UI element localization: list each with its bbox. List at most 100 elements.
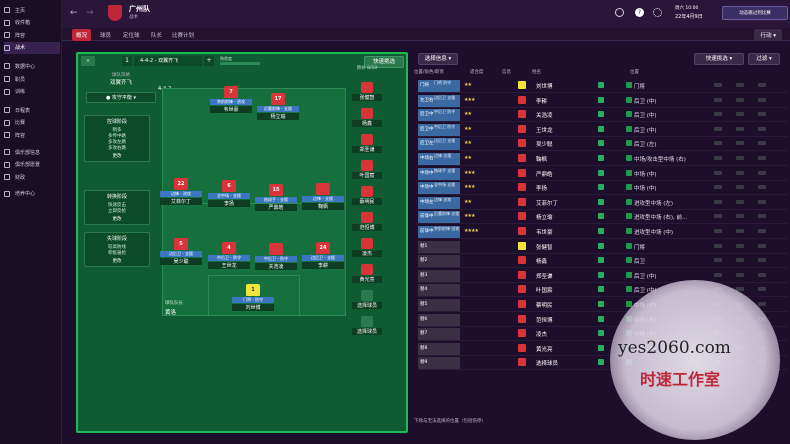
formation-select[interactable]: 4-4-2 - 双翼齐飞 bbox=[134, 56, 202, 66]
sidebar-item[interactable]: 财政 bbox=[4, 171, 60, 183]
player-role[interactable]: 边后卫 - 支援 bbox=[302, 255, 344, 261]
sub-slot[interactable]: 杨鑫 bbox=[352, 108, 382, 127]
sidebar-item[interactable]: 比赛 bbox=[4, 117, 60, 129]
tactic-card[interactable]: 失球阶段 较高防线 积极逼抢 更改 bbox=[84, 232, 150, 267]
row-position[interactable]: 替1 bbox=[418, 240, 460, 253]
quick-pick-button[interactable]: 快速挑选 bbox=[364, 56, 404, 68]
sidebar-item[interactable]: 阵容 bbox=[4, 129, 60, 141]
player-marker[interactable]: 15 拖球手 - 支援 严鼎皓 bbox=[255, 184, 297, 211]
row-player-name[interactable]: 韦世豪 bbox=[536, 230, 553, 236]
tactic-card-change[interactable]: 更改 bbox=[112, 154, 122, 159]
col-pos[interactable]: 位置 bbox=[630, 70, 639, 75]
select-info-button[interactable]: 选择信息 ▾ bbox=[418, 53, 458, 65]
sub-name[interactable]: 叶国宸 bbox=[352, 172, 382, 179]
row-position[interactable]: 前锋中 bbox=[418, 211, 460, 224]
row-player-name[interactable]: 关浩凌 bbox=[536, 113, 553, 120]
filter-button[interactable]: 过滤 ▾ bbox=[748, 53, 780, 65]
table-quick-pick-button[interactable]: 快速挑选 ▾ bbox=[694, 53, 744, 65]
table-row[interactable]: 后卫中 中后卫 防守 ★★ 关浩凌 后卫 (中) bbox=[418, 108, 788, 123]
sub-slot[interactable]: 郑圣谦 bbox=[352, 134, 382, 153]
gear-icon[interactable] bbox=[615, 8, 624, 17]
captain-name[interactable]: 黄洛 bbox=[165, 310, 177, 316]
player-name[interactable]: 王世龙 bbox=[208, 262, 250, 269]
player-role[interactable]: 门将 - 防守 bbox=[232, 297, 274, 303]
player-name[interactable]: 严鼎皓 bbox=[255, 204, 297, 211]
row-player-name[interactable]: 选择球员 bbox=[536, 361, 559, 368]
player-role[interactable]: 拖球手 - 支援 bbox=[255, 197, 297, 203]
row-player-name[interactable]: 李扬 bbox=[536, 186, 548, 193]
player-marker[interactable]: 17 后腰前锋 - 支援 杨立瑜 bbox=[257, 93, 299, 120]
sidebar-item[interactable]: 职员 bbox=[4, 73, 60, 85]
row-position[interactable]: 替6 bbox=[418, 313, 460, 326]
table-row[interactable]: 前锋中 后腰前锋 支援 ★★★ 杨立瑜 进攻型中场 (右), 前... bbox=[418, 210, 788, 225]
player-name[interactable]: 刘世博 bbox=[232, 304, 274, 311]
row-player-name[interactable]: 黄光亮 bbox=[536, 346, 553, 353]
action-button[interactable]: 行动 ▾ bbox=[754, 29, 782, 41]
row-player-name[interactable]: 鞠枫 bbox=[536, 157, 548, 163]
player-name[interactable]: 艾菲尔丁 bbox=[160, 198, 202, 205]
col-name[interactable]: 姓名 bbox=[532, 70, 541, 75]
sidebar-item[interactable]: 战术 bbox=[4, 41, 60, 54]
row-player-name[interactable]: 郑圣谦 bbox=[536, 273, 553, 280]
tab-2[interactable]: 定位球 bbox=[123, 33, 140, 39]
tab-4[interactable]: 比赛计划 bbox=[172, 33, 195, 39]
player-marker[interactable]: 6 全中场 - 支援 李扬 bbox=[208, 180, 250, 207]
sub-name[interactable]: 郑圣谦 bbox=[352, 146, 382, 153]
table-row[interactable]: 替3 郑圣谦 后卫 (中) bbox=[418, 269, 788, 283]
row-position[interactable]: 中场左 bbox=[418, 196, 460, 209]
sidebar-item[interactable]: 数据中心 bbox=[4, 60, 60, 72]
sub-name[interactable]: 蔡明民 bbox=[352, 198, 382, 205]
table-row[interactable]: 中场左 边锋 进攻 ★★ 艾菲尔丁 进攻型中场 (左) bbox=[418, 196, 788, 210]
row-player-name[interactable]: 李耕 bbox=[536, 98, 548, 105]
sidebar-item[interactable]: 日程表 bbox=[4, 104, 60, 116]
forward-icon[interactable]: → bbox=[86, 8, 94, 18]
table-row[interactable]: 中场中 全中场 支援 ★★★ 李扬 中场 (中) bbox=[418, 181, 788, 196]
row-player-name[interactable]: 蔡明民 bbox=[536, 303, 553, 309]
sub-name[interactable]: 黄光亮 bbox=[352, 276, 382, 283]
player-name[interactable]: 李耕 bbox=[302, 262, 344, 269]
row-position[interactable]: 替2 bbox=[418, 255, 460, 268]
col-info[interactable]: 信息 bbox=[502, 70, 511, 75]
table-row[interactable]: 前锋中 突前前锋 进攻 ★★★★ 韦世豪 进攻型中场 (中) bbox=[418, 225, 788, 239]
table-row[interactable]: 后卫左 边后卫 支援 ★★ 吴少聪 后卫 (左) bbox=[418, 137, 788, 152]
row-position[interactable]: 替7 bbox=[418, 328, 460, 341]
row-position[interactable]: 替9 bbox=[418, 357, 460, 370]
player-name[interactable]: 韦世豪 bbox=[210, 106, 252, 113]
row-player-name[interactable]: 杨立瑜 bbox=[536, 215, 553, 222]
player-role[interactable]: 边锋 - 进攻 bbox=[160, 191, 202, 197]
tab-1[interactable]: 球员 bbox=[100, 33, 112, 39]
table-row[interactable]: 替1 张健智 门将 bbox=[418, 240, 788, 254]
sidebar-item[interactable]: 阵容 bbox=[4, 29, 60, 41]
player-marker[interactable]: 7 突前前锋 - 进攻 韦世豪 bbox=[210, 86, 252, 113]
back-icon[interactable]: ← bbox=[70, 8, 78, 18]
sidebar-item[interactable]: 主页 bbox=[4, 4, 60, 16]
row-position[interactable]: 前锋中 bbox=[418, 226, 460, 238]
sub-slot[interactable]: 选择球员 bbox=[352, 290, 382, 309]
row-player-name[interactable]: 王世龙 bbox=[536, 127, 553, 134]
row-position[interactable]: 替5 bbox=[418, 299, 460, 311]
sidebar-item[interactable]: 培养中心 bbox=[4, 188, 60, 200]
sidebar-item[interactable]: 收件箱 bbox=[4, 17, 60, 29]
table-row[interactable]: 替2 杨鑫 后卫 bbox=[418, 254, 788, 269]
tactic-card-change[interactable]: 更改 bbox=[112, 217, 122, 222]
sub-slot[interactable]: 选择球员 bbox=[352, 316, 382, 335]
sub-name[interactable]: 张健智 bbox=[352, 94, 382, 101]
player-marker[interactable]: 4 中后卫 - 防守 王世龙 bbox=[208, 242, 250, 269]
row-position[interactable]: 后卫中 bbox=[418, 109, 460, 122]
player-role[interactable]: 后腰前锋 - 支援 bbox=[257, 106, 299, 112]
table-row[interactable]: 后卫中 中后卫 防守 ★★ 王世龙 后卫 (中) bbox=[418, 123, 788, 137]
row-player-name[interactable]: 范恒博 bbox=[536, 317, 553, 324]
collapse-icon[interactable]: « bbox=[81, 56, 95, 66]
sub-slot[interactable]: 黄光亮 bbox=[352, 264, 382, 283]
settings-icon[interactable] bbox=[653, 8, 662, 17]
player-marker[interactable]: 中后卫 - 防守 关浩凌 bbox=[255, 243, 297, 270]
club-name[interactable]: 广州队 bbox=[129, 5, 150, 13]
sub-slot[interactable]: 范恒博 bbox=[352, 212, 382, 231]
row-player-name[interactable]: 叶国宸 bbox=[536, 288, 553, 295]
sub-slot[interactable]: 蔡明民 bbox=[352, 186, 382, 205]
row-player-name[interactable]: 严鼎皓 bbox=[536, 171, 553, 178]
slot-number[interactable]: 1 bbox=[122, 56, 132, 66]
row-position[interactable]: 后卫左 bbox=[418, 138, 460, 151]
row-player-name[interactable]: 艾菲尔丁 bbox=[536, 200, 559, 207]
col-fit[interactable]: 适合度 bbox=[470, 70, 484, 75]
